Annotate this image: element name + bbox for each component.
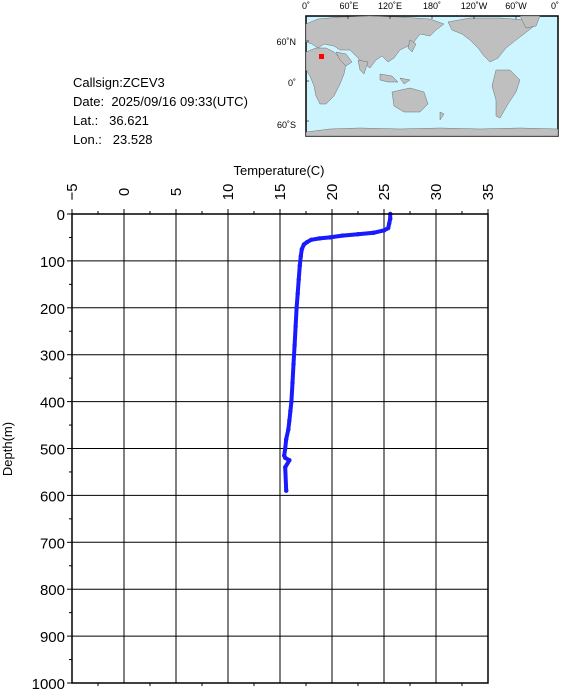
data-point xyxy=(283,465,288,470)
data-point xyxy=(304,239,310,245)
series xyxy=(281,211,393,493)
y-tick-label: 700 xyxy=(40,535,65,552)
data-point xyxy=(291,361,296,367)
data-point xyxy=(385,225,391,231)
x-tick-label: 5 xyxy=(168,188,185,196)
data-point xyxy=(317,236,322,241)
data-point xyxy=(297,263,302,268)
data-point xyxy=(295,291,300,296)
callsign-text: Callsign:ZCEV3 xyxy=(73,75,165,90)
lon-value: 23.528 xyxy=(112,132,153,147)
y-tick-label: 600 xyxy=(40,488,65,505)
data-point xyxy=(289,399,294,404)
x-tick-label: 35 xyxy=(480,184,497,201)
plot-frame xyxy=(71,213,489,684)
lat-row: Lat.: 36.621 xyxy=(73,111,248,130)
map-lat-label: 60˚S xyxy=(277,120,296,130)
data-point xyxy=(371,230,376,235)
lat-value: 36.621 xyxy=(109,113,149,128)
data-point xyxy=(284,436,289,442)
map-lon-label: 60˚E xyxy=(339,1,358,11)
data-point xyxy=(283,446,288,451)
y-axis-title: Depth(m) xyxy=(0,422,15,476)
data-point xyxy=(340,233,345,238)
y-tick-label: 1000 xyxy=(32,676,65,690)
data-point xyxy=(296,277,301,282)
data-point xyxy=(287,458,292,463)
lat-label: Lat.: xyxy=(73,113,99,128)
data-point xyxy=(287,418,292,423)
map-lon-label: 0˚ xyxy=(302,1,310,11)
data-point xyxy=(293,324,298,329)
map-lon-label: 180˚ xyxy=(423,1,441,11)
data-point xyxy=(355,231,361,237)
lon-row: Lon.: 23.528 xyxy=(73,130,248,149)
data-point xyxy=(387,221,392,226)
y-tick-label: 200 xyxy=(40,301,65,318)
date-value: 2025/09/16 09:33(UTC) xyxy=(111,94,248,109)
axis-ticks xyxy=(67,209,489,686)
grid xyxy=(71,213,489,684)
data-point xyxy=(290,380,295,386)
data-point xyxy=(388,216,393,221)
data-point xyxy=(288,408,293,414)
x-tick-label: 15 xyxy=(272,184,289,201)
map-lon-label: 0˚ xyxy=(551,1,559,11)
x-tick-label: 10 xyxy=(220,184,237,201)
y-tick-label: 800 xyxy=(40,582,65,599)
data-point xyxy=(294,305,299,310)
y-tick-label: 400 xyxy=(40,395,65,412)
map-lat-label: 60˚N xyxy=(276,37,296,47)
data-point xyxy=(327,235,333,240)
y-tick-label: 300 xyxy=(40,348,65,365)
y-tick-label: 100 xyxy=(40,254,65,271)
x-tick-label: 20 xyxy=(324,184,341,201)
date-row: Date: 2025/09/16 09:33(UTC) xyxy=(73,92,248,111)
station-info: Callsign:ZCEV3 Date: 2025/09/16 09:33(UT… xyxy=(73,73,248,149)
temperature-profile-line xyxy=(282,212,393,493)
tick-labels: −5 0 5 10 15 20 25 30 35 0 100 200 300 400 500 600 700 80… xyxy=(32,183,497,690)
data-point xyxy=(301,242,307,247)
y-tick-label: 900 xyxy=(40,629,65,646)
y-tick-label: 0 xyxy=(57,207,65,224)
data-point xyxy=(284,488,289,493)
y-tick-label: 500 xyxy=(40,442,65,459)
data-point xyxy=(309,237,314,242)
data-point xyxy=(298,254,303,259)
location-marker xyxy=(319,54,324,59)
map-side-labels: 60˚N 0˚ 60˚S xyxy=(276,37,296,130)
map-lat-label: 0˚ xyxy=(288,78,296,88)
lon-label: Lon.: xyxy=(73,132,102,147)
map-grid xyxy=(306,16,517,122)
map-land xyxy=(305,15,559,137)
map-lon-label: 120˚E xyxy=(378,1,402,11)
x-tick-label: −5 xyxy=(64,183,81,200)
data-point xyxy=(286,427,291,432)
map-top-labels: 0˚ 60˚E 120˚E 180˚ 120˚W 60˚W 0˚ xyxy=(302,1,559,11)
x-tick-label: 30 xyxy=(428,184,445,201)
world-map: 0˚ 60˚E 120˚E 180˚ 120˚W 60˚W 0˚ 60˚N 0˚… xyxy=(276,1,559,137)
data-point xyxy=(292,343,297,348)
x-tick-label: 0 xyxy=(116,188,133,196)
x-tick-label: 25 xyxy=(376,184,393,201)
date-label: Date: xyxy=(73,94,105,109)
data-point xyxy=(381,228,387,233)
data-point xyxy=(299,246,305,252)
x-axis-title: Temperature(C) xyxy=(233,163,324,178)
map-lon-label: 60˚W xyxy=(505,1,527,11)
data-point xyxy=(283,455,288,461)
map-lon-label: 120˚W xyxy=(461,1,488,11)
